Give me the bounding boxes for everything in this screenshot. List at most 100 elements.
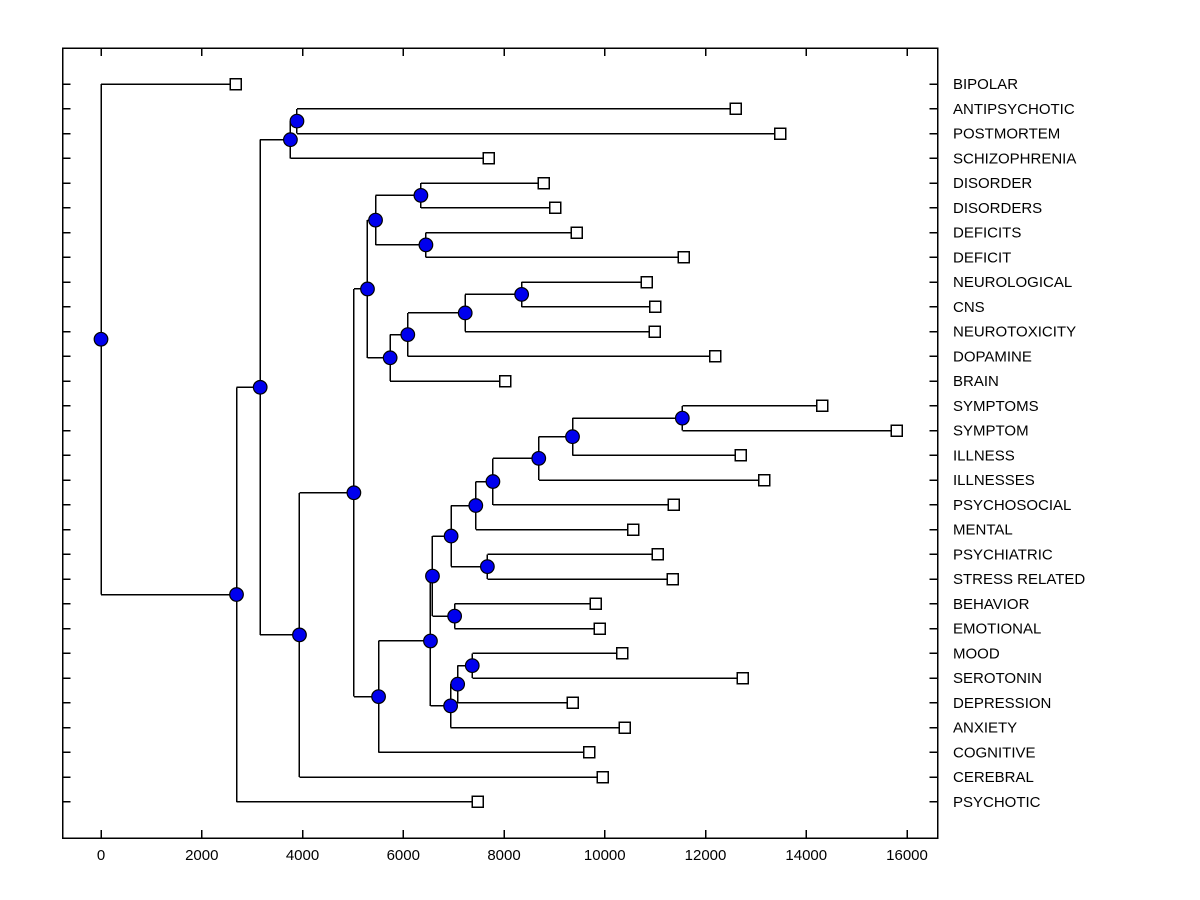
leaf-label-antipsychotic: ANTIPSYCHOTIC bbox=[953, 101, 1075, 118]
leaf-label-brain: BRAIN bbox=[953, 373, 999, 390]
leaf-label-psychiatric: PSYCHIATRIC bbox=[953, 546, 1053, 563]
leaf-label-mental: MENTAL bbox=[953, 522, 1013, 539]
x-tick-label: 10000 bbox=[584, 847, 626, 864]
leaf-label-depression: DEPRESSION bbox=[953, 695, 1051, 712]
leaf-marker-stress-related[interactable] bbox=[666, 572, 680, 586]
leaf-label-serotonin: SEROTONIN bbox=[953, 670, 1042, 687]
internal-node-marker[interactable] bbox=[292, 627, 307, 643]
leaf-marker-schizophrenia[interactable] bbox=[482, 152, 496, 165]
internal-node-marker[interactable] bbox=[418, 237, 434, 253]
leaf-marker-mental[interactable] bbox=[627, 523, 640, 536]
internal-node-marker[interactable] bbox=[443, 698, 459, 714]
leaf-marker-illness[interactable] bbox=[734, 449, 748, 462]
leaf-marker-psychiatric[interactable] bbox=[651, 548, 664, 561]
leaf-label-cognitive: COGNITIVE bbox=[953, 744, 1036, 761]
leaf-label-deficit: DEFICIT bbox=[953, 249, 1011, 266]
leaf-marker-disorders[interactable] bbox=[549, 201, 562, 214]
internal-node-marker[interactable] bbox=[423, 633, 438, 649]
internal-node-marker[interactable] bbox=[283, 132, 298, 148]
x-tick-label: 6000 bbox=[387, 847, 420, 864]
internal-node-marker[interactable] bbox=[425, 568, 440, 584]
internal-node-marker[interactable] bbox=[400, 327, 416, 342]
leaf-label-symptoms: SYMPTOMS bbox=[953, 398, 1039, 415]
leaf-label-dopamine: DOPAMINE bbox=[953, 348, 1032, 365]
leaf-marker-mood[interactable] bbox=[616, 647, 629, 660]
leaf-label-cerebral: CEREBRAL bbox=[953, 769, 1034, 786]
leaf-label-illnesses: ILLNESSES bbox=[953, 472, 1035, 489]
internal-node-marker[interactable] bbox=[371, 689, 386, 705]
leaf-label-psychotic: PSYCHOTIC bbox=[953, 794, 1041, 811]
internal-node-marker[interactable] bbox=[450, 676, 466, 692]
leaf-marker-serotonin[interactable] bbox=[736, 671, 750, 685]
internal-node-marker[interactable] bbox=[485, 474, 501, 489]
internal-node-marker[interactable] bbox=[360, 281, 375, 297]
internal-node-marker[interactable] bbox=[413, 187, 429, 203]
leaf-marker-illnesses[interactable] bbox=[758, 473, 771, 487]
leaf-label-neurological: NEUROLOGICAL bbox=[953, 274, 1072, 291]
leaf-label-disorder: DISORDER bbox=[953, 175, 1032, 192]
internal-node-marker[interactable] bbox=[479, 559, 495, 575]
leaf-label-neurotoxicity: NEUROTOXICITY bbox=[953, 324, 1076, 341]
leaf-marker-postmortem[interactable] bbox=[773, 127, 787, 140]
internal-node-marker[interactable] bbox=[93, 331, 109, 347]
leaf-label-illness: ILLNESS bbox=[953, 447, 1015, 464]
leaf-marker-psychosocial[interactable] bbox=[667, 498, 681, 511]
internal-node-marker[interactable] bbox=[447, 608, 463, 624]
leaf-label-bipolar: BIPOLAR bbox=[953, 76, 1018, 93]
leaf-label-stress-related: STRESS RELATED bbox=[953, 571, 1085, 588]
leaf-marker-deficit[interactable] bbox=[677, 251, 691, 264]
internal-node-marker[interactable] bbox=[457, 305, 473, 321]
leaf-label-schizophrenia: SCHIZOPHRENIA bbox=[953, 150, 1076, 167]
internal-node-marker[interactable] bbox=[252, 379, 268, 395]
leaf-marker-disorder[interactable] bbox=[537, 176, 551, 190]
leaf-label-disorders: DISORDERS bbox=[953, 200, 1042, 217]
internal-node-marker[interactable] bbox=[514, 286, 530, 302]
internal-node-marker[interactable] bbox=[443, 528, 459, 544]
leaf-marker-behavior[interactable] bbox=[589, 597, 602, 610]
internal-node-marker[interactable] bbox=[346, 485, 362, 501]
x-tick-label: 16000 bbox=[886, 847, 928, 864]
leaf-marker-neurotoxicity[interactable] bbox=[648, 325, 661, 338]
leaf-label-symptom: SYMPTOM bbox=[953, 423, 1029, 440]
internal-node-marker[interactable] bbox=[531, 450, 547, 466]
internal-node-marker[interactable] bbox=[674, 410, 690, 426]
leaf-marker-antipsychotic[interactable] bbox=[729, 102, 742, 115]
leaf-marker-symptoms[interactable] bbox=[816, 399, 829, 412]
internal-node-marker[interactable] bbox=[468, 498, 484, 513]
leaf-label-deficits: DEFICITS bbox=[953, 225, 1021, 242]
leaf-marker-anxiety[interactable] bbox=[618, 721, 632, 734]
internal-node-marker[interactable] bbox=[464, 658, 480, 674]
internal-node-marker[interactable] bbox=[368, 212, 383, 228]
leaf-marker-cerebral[interactable] bbox=[596, 770, 609, 784]
x-tick-label: 2000 bbox=[185, 847, 218, 864]
leaf-marker-depression[interactable] bbox=[566, 696, 579, 709]
x-tick-label: 4000 bbox=[286, 847, 319, 864]
internal-node-marker[interactable] bbox=[289, 113, 305, 129]
leaf-marker-psychotic[interactable] bbox=[471, 795, 485, 808]
leaf-label-postmortem: POSTMORTEM bbox=[953, 126, 1060, 143]
internal-node-marker[interactable] bbox=[229, 587, 244, 602]
leaf-marker-symptom[interactable] bbox=[890, 424, 904, 437]
x-tick-label: 12000 bbox=[685, 847, 727, 864]
leaf-label-emotional: EMOTIONAL bbox=[953, 621, 1041, 638]
internal-node-marker[interactable] bbox=[382, 350, 398, 366]
leaf-marker-cognitive[interactable] bbox=[582, 746, 596, 759]
leaf-marker-cns[interactable] bbox=[648, 300, 662, 313]
leaf-marker-brain[interactable] bbox=[498, 374, 512, 388]
x-tick-label: 8000 bbox=[487, 847, 520, 864]
leaf-label-mood: MOOD bbox=[953, 645, 1000, 662]
leaf-marker-neurological[interactable] bbox=[640, 275, 653, 289]
leaf-label-cns: CNS bbox=[953, 299, 985, 316]
x-tick-label: 0 bbox=[97, 847, 105, 864]
leaf-label-anxiety: ANXIETY bbox=[953, 720, 1017, 737]
leaf-marker-deficits[interactable] bbox=[570, 226, 583, 239]
leaf-marker-bipolar[interactable] bbox=[229, 77, 242, 91]
leaf-label-behavior: BEHAVIOR bbox=[953, 596, 1030, 613]
leaf-marker-emotional[interactable] bbox=[593, 622, 606, 635]
leaf-label-psychosocial: PSYCHOSOCIAL bbox=[953, 497, 1071, 514]
internal-node-marker[interactable] bbox=[565, 429, 580, 445]
axes-box bbox=[61, 47, 939, 839]
leaf-marker-dopamine[interactable] bbox=[708, 350, 722, 363]
